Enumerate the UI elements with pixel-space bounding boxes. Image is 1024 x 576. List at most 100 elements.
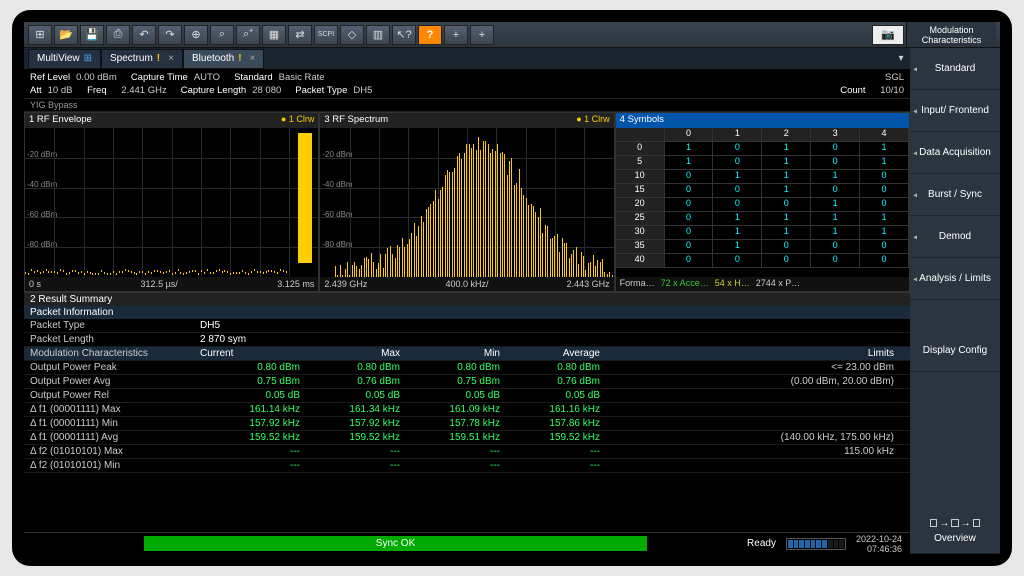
sidebar-display[interactable]: Display Config xyxy=(910,330,1000,372)
hdr-limits: Limits xyxy=(600,348,904,359)
sidebar-burst-label: Burst / Sync xyxy=(928,189,982,200)
chevron-left-icon: ◂ xyxy=(913,274,917,283)
result-row: Δ f2 (01010101) Max------------115.00 kH… xyxy=(24,445,910,459)
sidebar-overview[interactable]: →→ Overview xyxy=(910,506,1000,554)
tab-multiview[interactable]: MultiView ⊞ xyxy=(28,49,101,69)
date: 2022-10-24 xyxy=(856,534,902,544)
windows-icon[interactable]: ⊞ xyxy=(28,25,52,45)
plus1-icon[interactable]: + xyxy=(444,25,468,45)
panel-envelope: 1 RF Envelope ● 1 Clrw -20 dBm-40 dBm-60 … xyxy=(24,112,319,292)
envelope-indicator: ● 1 Clrw xyxy=(281,114,314,127)
main-row: MultiView ⊞ Spectrum ! × Bluetooth ! × ▾… xyxy=(24,48,1000,554)
standard-value: Basic Rate xyxy=(279,72,325,83)
tab-bluetooth[interactable]: Bluetooth ! × xyxy=(183,49,264,69)
hdr-avg: Average xyxy=(500,348,600,359)
redo-icon[interactable]: ↷ xyxy=(158,25,182,45)
toolbar: ⊞ 📂 💾 ⎙ ↶ ↷ ⊕ ⌕ ⌕⁺ ▦ ⇄ SCPI ◇ ▥ ↖? ? + +… xyxy=(24,22,1000,48)
sidebar-data-label: Data Acquisition xyxy=(919,147,991,158)
chevron-left-icon: ◂ xyxy=(913,190,917,199)
sidebar-analysis-label: Analysis / Limits xyxy=(919,273,991,284)
results-panel: 2 Result Summary Packet Information Pack… xyxy=(24,292,910,532)
result-row: Δ f1 (00001111) Min157.92 kHz157.92 kHz1… xyxy=(24,417,910,431)
ref-level-value: 0.00 dBm xyxy=(76,72,117,83)
sidebar-data[interactable]: ◂Data Acquisition xyxy=(910,132,1000,174)
swap-icon[interactable]: ⇄ xyxy=(288,25,312,45)
sgl-label: SGL xyxy=(885,72,904,83)
sym-footer-acce: 72 x Acce… xyxy=(661,278,709,290)
undo-icon[interactable]: ↶ xyxy=(132,25,156,45)
envelope-chart: -20 dBm-40 dBm-60 dBm-80 dBm xyxy=(25,128,318,277)
main-column: MultiView ⊞ Spectrum ! × Bluetooth ! × ▾… xyxy=(24,48,910,554)
yig-bypass: YIG Bypass xyxy=(24,99,910,112)
count-label: Count xyxy=(840,85,865,96)
sidebar-burst[interactable]: ◂ Burst / Sync xyxy=(910,174,1000,216)
capture-length-label: Capture Length xyxy=(181,85,247,96)
tab-multiview-label: MultiView xyxy=(37,53,80,64)
sidebar-demod[interactable]: ◂ Demod xyxy=(910,216,1000,258)
ready-status: Ready xyxy=(747,538,776,549)
pkt-type-val: DH5 xyxy=(200,320,300,331)
tab-spectrum[interactable]: Spectrum ! × xyxy=(101,49,183,69)
camera-icon[interactable]: 📷 xyxy=(872,25,904,45)
spectrum-title: 3 RF Spectrum xyxy=(324,114,388,127)
panels-row: 1 RF Envelope ● 1 Clrw -20 dBm-40 dBm-60 … xyxy=(24,112,910,292)
att-label: Att xyxy=(30,85,42,96)
help-icon[interactable]: ? xyxy=(418,25,442,45)
sidebar-input-label: Input/ Frontend xyxy=(921,105,989,116)
cursor-icon[interactable]: ↖? xyxy=(392,25,416,45)
close-icon[interactable]: × xyxy=(250,53,256,64)
save-icon[interactable]: 💾 xyxy=(80,25,104,45)
sidebar-standard[interactable]: ◂Standard xyxy=(910,48,1000,90)
scpi-icon[interactable]: SCPI xyxy=(314,25,338,45)
marker-icon[interactable]: ◇ xyxy=(340,25,364,45)
sym-footer-p: 2744 x P… xyxy=(756,278,801,290)
freq-label: Freq xyxy=(87,85,107,96)
capture-length-value: 28 080 xyxy=(252,85,281,96)
hdr-current: Current xyxy=(200,348,300,359)
sym-footer-forma: Forma… xyxy=(620,278,655,290)
open-icon[interactable]: 📂 xyxy=(54,25,78,45)
result-row: Output Power Peak0.80 dBm0.80 dBm0.80 dB… xyxy=(24,361,910,375)
zoom-multi-icon[interactable]: ⌕⁺ xyxy=(236,25,260,45)
tab-dropdown-icon[interactable]: ▾ xyxy=(892,53,910,64)
panel-symbols: 4 Symbols 012340101015101011001110150010… xyxy=(615,112,910,292)
print-icon[interactable]: ⎙ xyxy=(106,25,130,45)
capture-time-value: AUTO xyxy=(194,72,220,83)
tab-spectrum-label: Spectrum xyxy=(110,53,153,64)
pkt-type-label: Packet Type xyxy=(30,320,200,331)
device-frame: ⊞ 📂 💾 ⎙ ↶ ↷ ⊕ ⌕ ⌕⁺ ▦ ⇄ SCPI ◇ ▥ ↖? ? + +… xyxy=(12,10,1012,566)
layout-icon[interactable]: ▦ xyxy=(262,25,286,45)
info-bar: Ref Level0.00 dBm Capture TimeAUTO Stand… xyxy=(24,70,910,99)
zoom-area-icon[interactable]: ⌕ xyxy=(210,25,234,45)
tabs-bar: MultiView ⊞ Spectrum ! × Bluetooth ! × ▾ xyxy=(24,48,910,70)
standard-label: Standard xyxy=(234,72,273,83)
sidebar-input[interactable]: ◂ Input/ Frontend xyxy=(910,90,1000,132)
close-icon[interactable]: × xyxy=(168,53,174,64)
packet-type-value: DH5 xyxy=(353,85,372,96)
result-row: Output Power Avg0.75 dBm0.76 dBm0.75 dBm… xyxy=(24,375,910,389)
sidebar-standard-label: Standard xyxy=(935,63,976,74)
result-row: Δ f1 (00001111) Avg159.52 kHz159.52 kHz1… xyxy=(24,431,910,445)
symbols-title: 4 Symbols xyxy=(616,113,909,128)
hdr-min: Min xyxy=(400,348,500,359)
ref-level-label: Ref Level xyxy=(30,72,70,83)
results-title: 2 Result Summary xyxy=(24,293,910,306)
sidebar-demod-label: Demod xyxy=(939,231,971,242)
sidebar-display-label: Display Config xyxy=(923,345,987,356)
spec-x-mid: 400.0 kHz/ xyxy=(445,279,488,289)
result-row: Δ f2 (01010101) Min------------ xyxy=(24,459,910,473)
sidebar-overview-label: Overview xyxy=(934,533,976,544)
envelope-title: 1 RF Envelope xyxy=(29,114,92,127)
sidebar-analysis[interactable]: ◂Analysis / Limits xyxy=(910,258,1000,300)
mode-line1: Modulation xyxy=(907,25,996,35)
pkt-len-label: Packet Length xyxy=(30,334,200,345)
warning-icon: ! xyxy=(238,53,241,64)
sync-status: Sync OK xyxy=(144,536,647,551)
grid-icon[interactable]: ▥ xyxy=(366,25,390,45)
sym-footer-h: 54 x H… xyxy=(715,278,750,290)
zoom-in-icon[interactable]: ⊕ xyxy=(184,25,208,45)
datetime: 2022-10-24 07:46:36 xyxy=(856,534,902,554)
chevron-left-icon: ◂ xyxy=(913,232,917,241)
plus2-icon[interactable]: + xyxy=(470,25,494,45)
chevron-left-icon: ◂ xyxy=(913,106,917,115)
